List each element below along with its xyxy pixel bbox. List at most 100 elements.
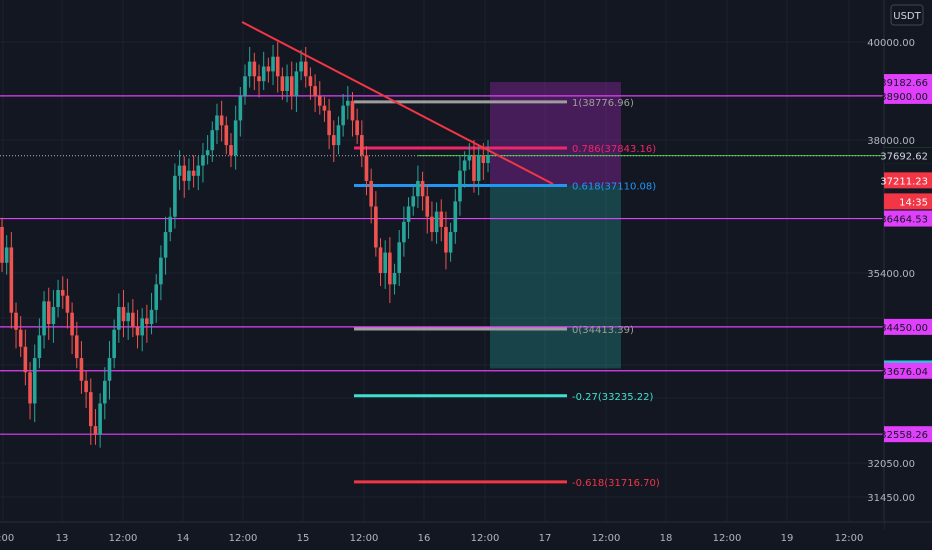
price-badge-bg (884, 147, 932, 164)
candle-body (299, 61, 303, 72)
fib-level-label: 0.786(37843.16) (572, 144, 656, 155)
candle-body (317, 95, 322, 106)
time-tick-label: 2:00 (0, 533, 14, 544)
price-badge[interactable]: 34450.00 (880, 318, 932, 335)
descending-trendline[interactable] (241, 21, 554, 185)
time-tick-label: 15 (297, 533, 310, 544)
time-tick-label: 12:00 (592, 533, 621, 544)
candle-body (364, 155, 369, 181)
candle-body (14, 312, 18, 330)
price-badge[interactable]: 37211.23 (880, 172, 932, 189)
candle-body (472, 155, 476, 181)
candle-body (0, 226, 4, 263)
time-axis[interactable] (0, 522, 884, 550)
price-tick-label: 31450.00 (867, 493, 915, 504)
candle-body (331, 135, 336, 146)
price-badge-label: 34450.00 (880, 323, 928, 334)
time-axis-ticks: 2:00 13 12:00 14 12:00 15 12:00 16 12:00 17 12:00 1… (0, 533, 863, 544)
candle-body (275, 56, 280, 77)
candle-body (224, 125, 229, 146)
price-badge[interactable]: 14:35 (884, 193, 932, 210)
candle-body (444, 226, 448, 253)
candle-body (346, 100, 350, 106)
candle-body (98, 403, 102, 435)
candles (0, 42, 490, 448)
candle-body (374, 206, 378, 248)
candle-body (411, 196, 416, 207)
trendline[interactable] (241, 21, 554, 185)
price-badge-bg (884, 74, 932, 91)
candle-body (430, 216, 434, 233)
candle-body (177, 165, 182, 176)
candle-body (135, 326, 140, 336)
fib-level-label: -0.618(31716.70) (572, 478, 660, 489)
candle-body (56, 290, 60, 308)
candle-body (60, 290, 65, 296)
stop-loss-zone[interactable] (490, 82, 621, 186)
candle-body (439, 211, 444, 227)
time-tick-label: 14 (177, 533, 190, 544)
candle-body (163, 232, 168, 258)
price-badge[interactable]: 32558.26 (880, 426, 932, 443)
candle-body (196, 165, 201, 176)
time-tick-label: 17 (539, 533, 552, 544)
candle-body (425, 196, 430, 217)
candle-body (467, 155, 472, 161)
candle-body (341, 105, 345, 126)
candle-body (434, 211, 439, 233)
candle-body (154, 284, 159, 310)
candle-body (383, 252, 387, 273)
position-zones[interactable] (490, 82, 621, 369)
candle-body (88, 392, 93, 427)
candle-body (168, 216, 173, 233)
price-badge-bg (884, 193, 932, 210)
candle-body (289, 76, 294, 96)
price-badge[interactable]: 39182.66 (880, 74, 932, 91)
price-badge-bg (884, 362, 932, 379)
candle-body (453, 201, 458, 233)
fib-level-label: -0.27(33235.22) (572, 392, 653, 403)
candle-body (79, 358, 84, 381)
candle-body (205, 150, 210, 156)
candle-body (448, 232, 453, 253)
candle-body (93, 426, 98, 435)
candle-body (416, 180, 420, 197)
currency-label[interactable]: USDT (890, 4, 924, 26)
candle-body (266, 66, 271, 72)
candle-body (252, 61, 257, 77)
candle-body (397, 242, 402, 273)
price-tick-label: 38000.00 (867, 136, 915, 147)
price-badge[interactable]: 38900.00 (880, 87, 932, 104)
price-badge[interactable]: 37692.62 (880, 147, 932, 164)
candle-body (112, 329, 116, 359)
time-tick-label: 12:00 (713, 533, 742, 544)
candle-body (308, 76, 313, 87)
fib-level-label: 0.618(37110.08) (572, 182, 656, 193)
candle-body (229, 145, 233, 156)
candle-body (476, 155, 481, 181)
price-badge[interactable]: 33676.04 (880, 362, 932, 379)
candle-body (481, 155, 486, 164)
take-profit-zone[interactable] (490, 185, 621, 369)
candle-body (243, 76, 247, 96)
price-badge-bg (884, 210, 932, 227)
candle-body (486, 155, 490, 164)
candle-body (261, 66, 266, 82)
candle-body (369, 180, 373, 207)
candle-body (285, 76, 289, 91)
candle-body (257, 76, 261, 82)
fib-level-label: 1(38776.96) (572, 98, 634, 109)
candle-body (173, 175, 177, 217)
candle-body (9, 247, 14, 313)
time-tick-label: 13 (56, 533, 69, 544)
candle-body (233, 120, 238, 156)
price-tick-label: 35400.00 (867, 269, 915, 280)
price-badge[interactable]: 36464.53 (880, 210, 932, 227)
price-tick-label: 32050.00 (867, 459, 915, 470)
candle-body (406, 206, 411, 222)
candle-body (131, 312, 135, 327)
candle-body (215, 115, 219, 131)
candle-body (303, 61, 308, 77)
